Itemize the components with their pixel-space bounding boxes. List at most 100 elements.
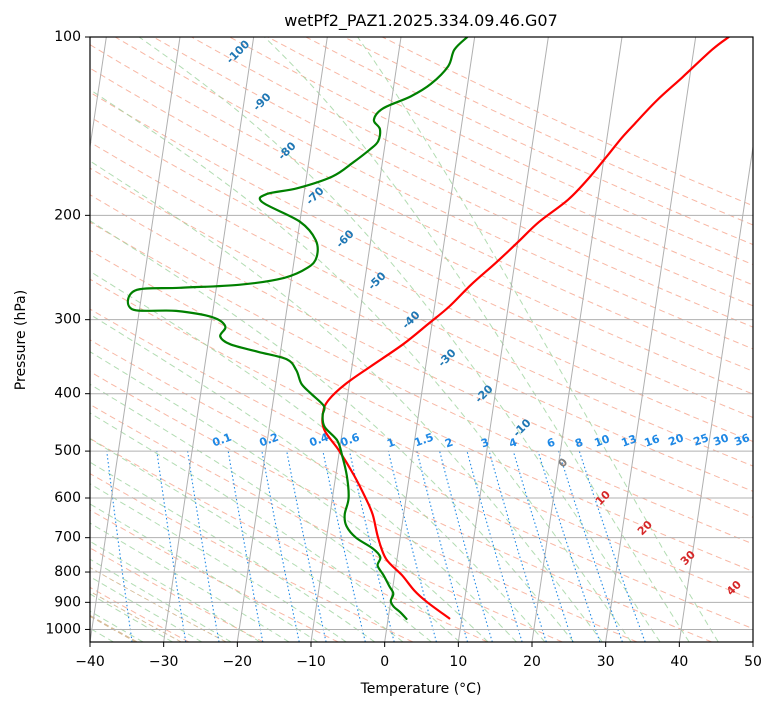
mixing-ratio-label: 8 bbox=[573, 436, 585, 451]
mixing-ratio-line bbox=[557, 450, 623, 642]
mixing-ratio-line bbox=[578, 450, 646, 642]
mixing-ratio-line bbox=[156, 451, 187, 642]
mixing-ratio-lines bbox=[106, 450, 646, 642]
chart-title: wetPf2_PAZ1.2025.334.09.46.G07 bbox=[284, 11, 558, 31]
isotherm-line bbox=[531, 37, 623, 642]
mixing-ratio-label: 2 bbox=[443, 436, 455, 451]
mixing-ratio-label: 3 bbox=[479, 436, 491, 451]
x-axis-label: Temperature (°C) bbox=[360, 681, 482, 697]
x-tick-label: −40 bbox=[75, 654, 105, 670]
y-axis-ticks: 1000 900 800 700 600 500 400 300 200 100 bbox=[45, 29, 90, 637]
mixing-ratio-label: 20 bbox=[667, 431, 686, 449]
mixing-ratio-line bbox=[466, 450, 523, 642]
x-tick-label: 20 bbox=[523, 654, 541, 670]
isotherm-line bbox=[384, 37, 476, 642]
x-tick-label: 50 bbox=[744, 654, 762, 670]
moist-adiabat bbox=[90, 412, 432, 642]
moist-adiabat bbox=[90, 593, 173, 642]
mixing-ratio-line bbox=[322, 450, 366, 642]
isotherm-line bbox=[163, 37, 255, 642]
mixing-ratio-label: 0.6 bbox=[339, 430, 362, 449]
mixing-ratio-label: 30 bbox=[712, 431, 731, 449]
y-tick-label: 100 bbox=[54, 29, 81, 45]
y-tick-label: 400 bbox=[54, 386, 81, 402]
moist-adiabat bbox=[264, 37, 690, 642]
isotherm-line bbox=[457, 37, 549, 642]
x-tick-label: 30 bbox=[597, 654, 615, 670]
y-tick-label: 800 bbox=[54, 564, 81, 580]
moist-adiabat bbox=[90, 89, 632, 642]
plot-area: -100-90-80-70-60-50-40-30-20-100.1 0.2 0.4… bbox=[90, 37, 753, 642]
mixing-ratio-line bbox=[387, 450, 437, 642]
moist-adiabats bbox=[90, 37, 719, 642]
brown-curve-3 bbox=[90, 566, 227, 642]
dry-adiabat bbox=[90, 308, 753, 630]
dry-adiabat bbox=[90, 44, 753, 372]
y-tick-label: 700 bbox=[54, 530, 81, 546]
dry-adiabat bbox=[90, 194, 753, 518]
moist-adiabat bbox=[90, 313, 517, 642]
dry-adiabat bbox=[90, 547, 264, 642]
y-axis-label: Pressure (hPa) bbox=[13, 290, 29, 390]
mixing-ratio-label: 6 bbox=[545, 435, 557, 450]
moist-adiabat bbox=[90, 576, 203, 642]
dry-adiabat bbox=[191, 37, 753, 307]
sounding-series bbox=[126, 37, 730, 620]
y-tick-label: 300 bbox=[54, 312, 81, 328]
moist-adiabat bbox=[90, 270, 546, 642]
x-tick-label: 0 bbox=[380, 654, 389, 670]
moist-adiabat bbox=[90, 383, 461, 642]
dry-adiabat bbox=[90, 167, 753, 492]
mixing-ratio-label: 25 bbox=[692, 431, 711, 448]
isotherm-line bbox=[678, 143, 753, 642]
mixing-ratio-label: 1 bbox=[385, 436, 397, 451]
isotherm-line bbox=[236, 37, 328, 642]
mixing-ratio-label: 16 bbox=[643, 432, 662, 450]
y-tick-label: 500 bbox=[54, 443, 81, 459]
x-tick-label: −30 bbox=[149, 654, 179, 670]
x-tick-label: −10 bbox=[296, 654, 326, 670]
x-axis-ticks: −40 −30 −20 −10 0 10 20 30 40 50 bbox=[75, 642, 762, 670]
moist-adiabat bbox=[90, 540, 261, 642]
x-tick-label: 10 bbox=[449, 654, 467, 670]
x-tick-label: 40 bbox=[670, 654, 688, 670]
mixing-ratio-line bbox=[416, 450, 469, 642]
dry-adiabat bbox=[90, 116, 753, 443]
mixing-ratio-label: 0.4 bbox=[308, 430, 331, 449]
moist-adiabat bbox=[90, 558, 232, 642]
dry-adiabat bbox=[90, 141, 753, 467]
dry-adiabat bbox=[90, 278, 753, 601]
y-tick-label: 900 bbox=[54, 594, 81, 610]
mixing-ratio-label: 0.2 bbox=[258, 431, 281, 450]
moist-adiabat bbox=[138, 37, 661, 642]
y-tick-label: 1000 bbox=[45, 621, 81, 637]
mixing-ratio-line bbox=[537, 450, 601, 642]
moist-adiabat bbox=[90, 461, 376, 642]
moist-adiabat bbox=[90, 220, 574, 642]
mixing-ratio-label: 4 bbox=[507, 435, 519, 450]
temperature-profile-line bbox=[321, 37, 730, 620]
brown-curves bbox=[90, 566, 227, 642]
mixing-ratio-label: 36 bbox=[733, 431, 752, 449]
y-tick-label: 200 bbox=[54, 207, 81, 223]
moist-adiabat bbox=[90, 522, 290, 642]
mixing-ratio-label: 1.5 bbox=[413, 431, 436, 450]
isotherm-line bbox=[310, 37, 402, 642]
mixing-ratio-line bbox=[286, 450, 327, 642]
mixing-ratio-label: 13 bbox=[620, 432, 639, 449]
mixing-ratio-line bbox=[512, 450, 574, 642]
moist-adiabat bbox=[90, 351, 489, 642]
isotherm-line bbox=[605, 37, 697, 642]
dry-adiabat bbox=[90, 221, 753, 545]
y-tick-label: 600 bbox=[54, 490, 81, 506]
moist-adiabat bbox=[90, 503, 319, 642]
isotherm-line bbox=[90, 37, 107, 151]
mixing-ratio-label: 0.1 bbox=[211, 431, 234, 450]
mixing-ratio-line bbox=[488, 450, 547, 642]
plot-frame bbox=[89, 36, 754, 643]
x-tick-label: −20 bbox=[223, 654, 253, 670]
dry-adiabat bbox=[90, 67, 753, 395]
moist-adiabat bbox=[90, 438, 404, 642]
dry-adiabat bbox=[90, 403, 563, 642]
